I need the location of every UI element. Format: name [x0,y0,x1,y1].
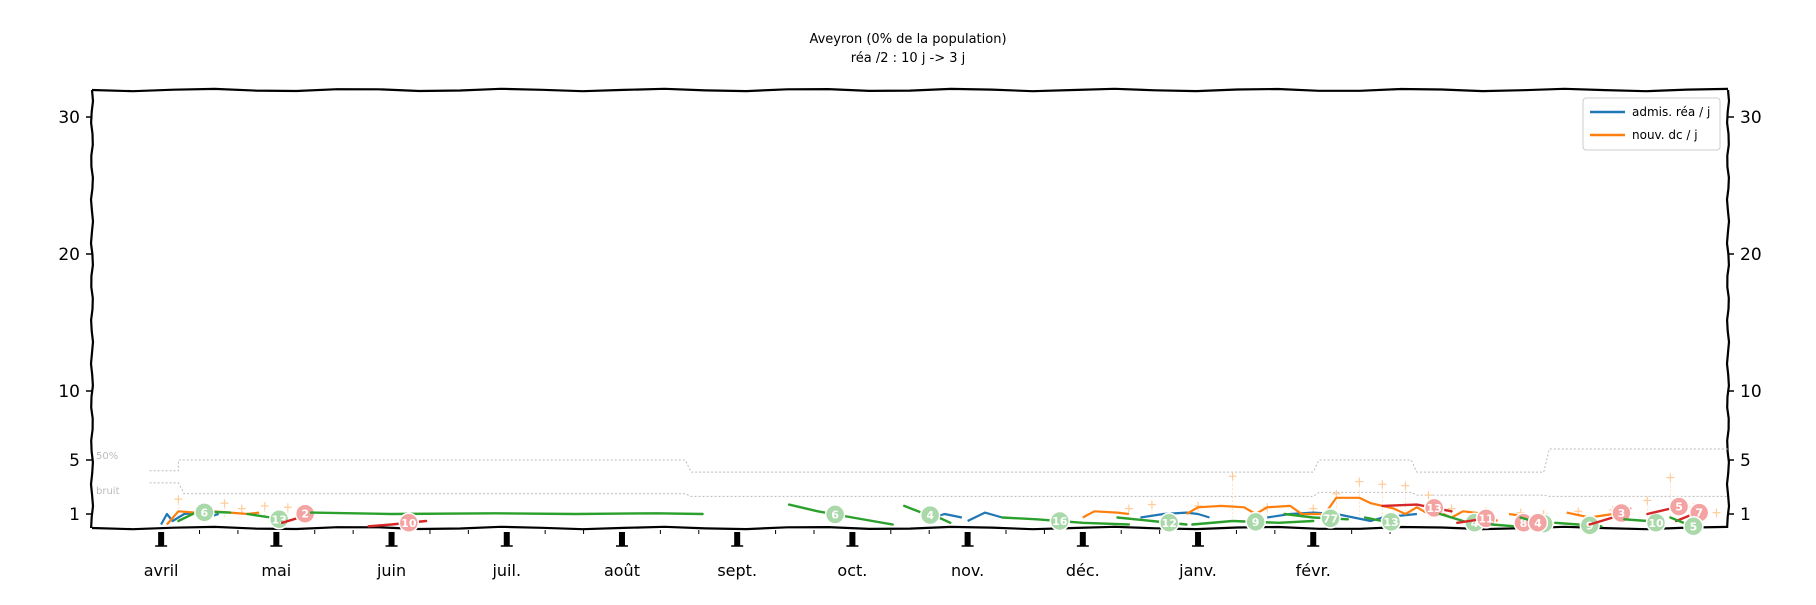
band-label-bruit: bruit [96,486,120,497]
trend-badge-label: 3 [1618,507,1626,520]
trend-badge-label: 10 [1648,517,1664,530]
y-tick-label-right: 20 [1740,245,1762,265]
trend-badge-label: 13 [1383,516,1398,529]
legend-label-dc: nouv. dc / j [1632,128,1698,142]
legend: admis. réa / j nouv. dc / j [1582,97,1721,151]
trend-badge-label: 12 [1162,517,1177,530]
x-tick-label: avril [144,561,179,580]
x-tick [388,532,395,546]
trend-badge-label: 13 [272,513,287,526]
x-tick-label: févr. [1296,561,1331,580]
x-tick [964,532,971,546]
trend-badge-label: 4 [1534,517,1542,530]
frame-right [1725,89,1731,529]
trend-badge [1380,511,1402,533]
series-rea-line [1140,511,1210,519]
trend-badge-label: 6 [831,508,839,521]
y-tick-label-right: 30 [1740,108,1762,128]
trend-badge-label: 7 [1695,507,1703,520]
trend-badge-label: 6 [201,506,209,519]
trend-badge-label: 9 [1586,519,1594,532]
legend-label-rea: admis. réa / j [1632,105,1710,119]
frame-top [91,87,1729,93]
y-tick-label-left: 30 [58,108,80,128]
trend-badge-label: 9 [1252,516,1260,529]
trend-badge-label: 77 [1323,512,1338,525]
band-50 [149,448,1728,473]
trend-badge [824,504,846,525]
band-bruit [149,482,1728,497]
trend-badge-label: 16 [1052,515,1068,528]
trend-badge [1245,511,1266,533]
y-tick-label-right: 5 [1740,451,1751,471]
series-dc-line [1082,510,1130,519]
trend-badge-label: 8 [1520,517,1528,530]
y-tick-label-left: 5 [69,451,80,471]
x-tick-label: nov. [951,561,984,580]
series-rea-line [967,511,1003,522]
trend-badge [1475,508,1497,529]
trend-badge [1527,512,1549,533]
x-tick [158,532,165,546]
trend-badge [268,509,290,530]
x-tick [849,532,856,546]
band-label-50: 50% [96,451,118,462]
trend-badge [1158,512,1180,533]
trend-badge [1668,496,1690,517]
trend-badge [1645,512,1667,533]
trend-badge [194,502,215,523]
x-tick-label: sept. [717,561,757,580]
trend-badge [919,504,941,526]
x-tick-label: juil. [491,561,521,580]
trend-badge-label: 11 [1478,512,1493,525]
y-tick-label-left: 20 [58,245,80,265]
x-tick [273,532,280,546]
trend-falling-line [309,511,704,516]
x-tick [734,532,741,546]
x-tick-label: déc. [1066,561,1100,580]
x-tick-label: août [604,561,640,580]
trend-badge [398,512,420,533]
y-tick-label-left: 10 [58,382,80,402]
frame-left [89,89,95,529]
trend-badge [1611,502,1632,524]
trend-badge [1423,497,1445,519]
trend-badge-label: 10 [401,517,417,530]
x-tick-label: juin [376,561,406,580]
x-tick-label: mai [261,561,291,580]
trend-badge-label: 4 [926,509,934,522]
x-tick [1310,532,1317,546]
x-tick [618,532,625,546]
trend-badge [1320,508,1341,529]
series-dc-line [1185,496,1430,516]
trend-badge [1683,516,1704,537]
trend-badge-label: 4 [1471,517,1479,530]
trend-badge-label: 5 [1675,501,1683,514]
x-tick [1079,532,1086,546]
x-tick [1195,532,1202,546]
x-tick-label: janv. [1178,561,1217,580]
frame-bottom [91,525,1729,531]
trend-badge [1049,510,1071,532]
x-tick-label: oct. [837,561,867,580]
trend-badge-label: 13 [1427,502,1442,515]
trend-badge-label: 5 [1690,520,1698,533]
chart-subtitle: réa /2 : 10 j -> 3 j [851,51,966,66]
x-tick [503,532,510,546]
y-tick-label-right: 1 [1740,505,1751,525]
y-tick-label-right: 10 [1740,382,1762,402]
trend-badge-label: 2 [301,508,309,521]
chart-title: Aveyron (0% de la population) [809,32,1006,47]
y-tick-label-left: 1 [69,505,80,525]
